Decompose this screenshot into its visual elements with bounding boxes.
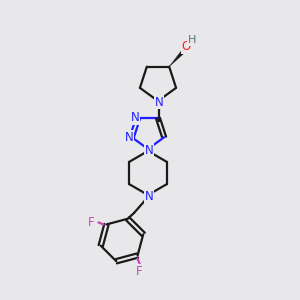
- Text: O: O: [182, 40, 191, 53]
- Text: H: H: [188, 34, 196, 45]
- Text: N: N: [130, 111, 140, 124]
- Text: N: N: [145, 143, 153, 157]
- Text: N: N: [124, 131, 133, 144]
- Polygon shape: [169, 51, 184, 67]
- Text: F: F: [136, 265, 143, 278]
- Text: N: N: [154, 95, 164, 109]
- Text: N: N: [145, 190, 153, 202]
- Text: F: F: [88, 216, 95, 229]
